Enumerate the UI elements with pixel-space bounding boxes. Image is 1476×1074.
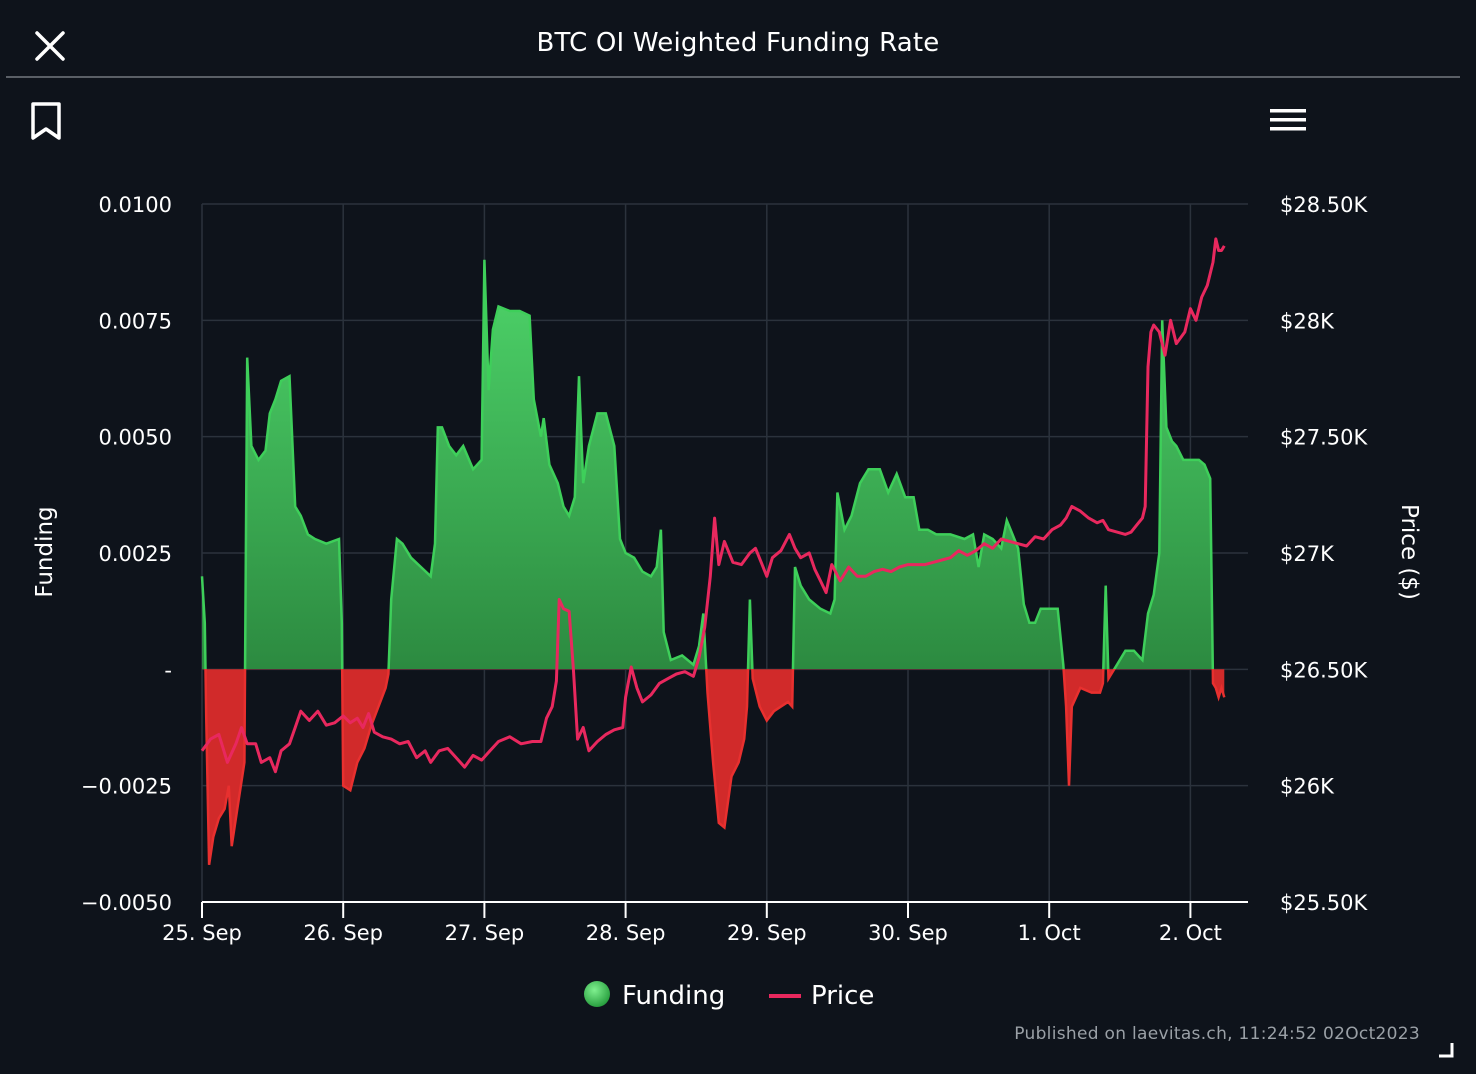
x-tick-label: 26. Sep	[303, 921, 383, 945]
y2-tick-label: $27.50K	[1280, 426, 1368, 450]
funding-area-positive	[202, 259, 1213, 669]
legend-funding-marker	[584, 981, 610, 1007]
y2-tick-label: $28K	[1280, 309, 1335, 333]
bookmark-button[interactable]	[28, 100, 64, 144]
y2-tick-label: $26.50K	[1280, 658, 1368, 682]
y2-tick-label: $26K	[1280, 775, 1335, 799]
y2-tick-label: $25.50K	[1280, 891, 1368, 915]
x-tick-label: 27. Sep	[445, 921, 525, 945]
funding-area-negative	[202, 669, 1225, 865]
close-button[interactable]	[30, 26, 70, 66]
x-tick-label: 30. Sep	[868, 921, 948, 945]
top-bar: BTC OI Weighted Funding Rate	[0, 0, 1476, 78]
chart-axes: 0.0100 $28.50K 0.0075 $28K 0.0050 $27.50K 0.00…	[81, 193, 1369, 945]
y-tick-label: 0.0025	[99, 542, 172, 566]
close-icon	[35, 31, 65, 61]
resize-corner-icon	[1439, 1043, 1454, 1058]
published-credit: Published on laevitas.ch, 11:24:52 02Oct…	[1014, 1024, 1420, 1044]
legend-item-price[interactable]: Price	[769, 981, 874, 1011]
price-line	[200, 237, 1226, 774]
y-tick-label: -	[164, 658, 172, 682]
x-tick-label: 25. Sep	[162, 921, 242, 945]
legend-item-funding[interactable]: Funding	[584, 981, 725, 1011]
y-tick-label: −0.0025	[81, 775, 172, 799]
funding-series	[200, 259, 1226, 865]
y-tick-label: 0.0075	[99, 309, 172, 333]
y-axis-label: Funding	[32, 506, 58, 597]
price-series	[200, 237, 1226, 774]
page-title: BTC OI Weighted Funding Rate	[536, 28, 940, 58]
header-divider	[6, 76, 1460, 78]
legend-funding-label: Funding	[622, 981, 725, 1011]
bookmark-icon	[31, 102, 61, 140]
y2-tick-label: $27K	[1280, 542, 1335, 566]
x-tick-label: 2. Oct	[1159, 921, 1222, 945]
y2-tick-label: $28.50K	[1280, 193, 1368, 217]
resize-handle[interactable]	[1436, 1040, 1454, 1058]
legend: Funding Price	[584, 981, 874, 1011]
x-tick-label: 29. Sep	[727, 921, 807, 945]
hamburger-menu-icon	[1270, 109, 1306, 131]
y2-axis-label: Price ($)	[1396, 504, 1422, 600]
chart-menu-button[interactable]	[1268, 104, 1308, 136]
funding-line-negative	[204, 669, 1226, 865]
legend-price-label: Price	[811, 981, 874, 1011]
x-tick-label: 1. Oct	[1018, 921, 1081, 945]
funding-line-positive	[200, 259, 1215, 669]
y-tick-label: −0.0050	[81, 891, 172, 915]
y-tick-label: 0.0050	[99, 426, 172, 450]
x-tick-label: 28. Sep	[586, 921, 666, 945]
y-tick-label: 0.0100	[99, 193, 172, 217]
